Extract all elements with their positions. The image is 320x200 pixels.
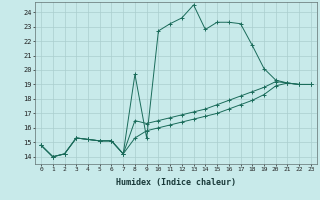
X-axis label: Humidex (Indice chaleur): Humidex (Indice chaleur) xyxy=(116,178,236,187)
